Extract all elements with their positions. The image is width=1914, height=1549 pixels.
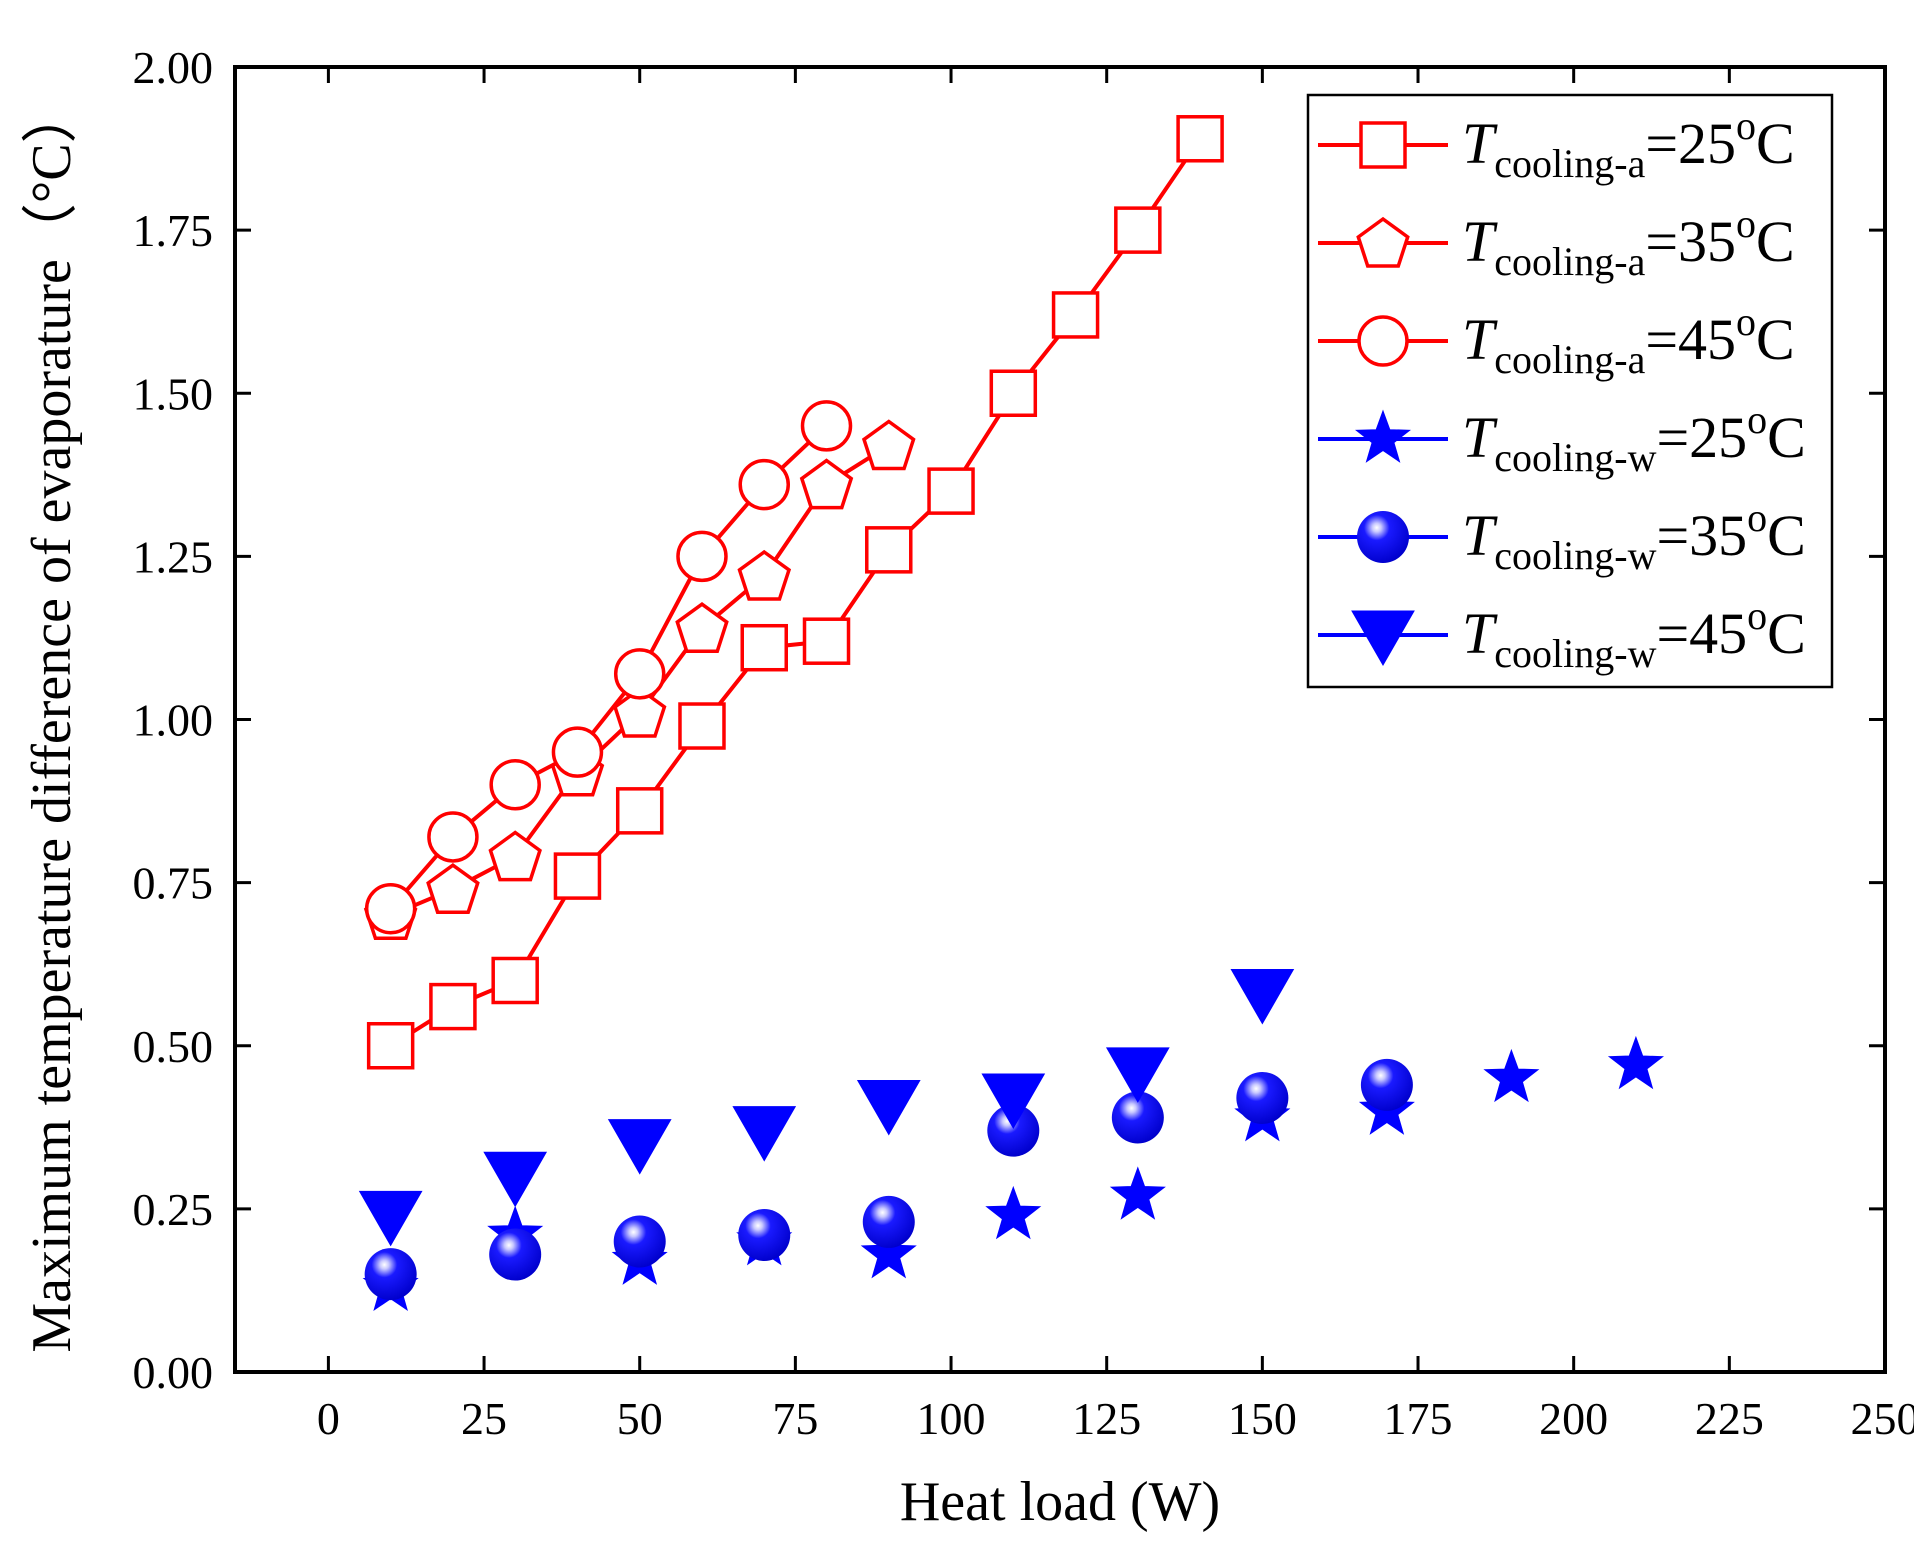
data-point-sphere (1361, 1059, 1413, 1111)
data-point-square (742, 626, 786, 670)
data-point-circle (803, 402, 851, 450)
legend-marker-square (1361, 123, 1405, 167)
data-point-square (805, 619, 849, 663)
x-axis-title: Heat load (W) (900, 1471, 1220, 1533)
legend-marker-circle (1359, 317, 1407, 365)
data-point-triangle-down (1107, 1048, 1169, 1102)
data-point-square (493, 959, 537, 1003)
x-tick-label: 175 (1384, 1393, 1453, 1444)
data-point-square (929, 469, 973, 513)
data-point-square (680, 704, 724, 748)
data-point-triangle-down (609, 1120, 671, 1174)
y-tick-label: 0.50 (133, 1021, 214, 1072)
data-point-sphere (738, 1209, 790, 1261)
data-point-circle (491, 761, 539, 809)
y-tick-labels: 0.00 0.25 0.50 0.75 1.00 1.25 1.50 1.75 2.00 (133, 42, 214, 1398)
y-tick-label: 0.75 (133, 858, 214, 909)
x-tick-label: 0 (317, 1393, 340, 1444)
data-point-sphere (489, 1229, 541, 1281)
data-point-triangle-down (484, 1152, 546, 1206)
y-tick-label: 1.75 (133, 205, 214, 256)
data-point-square (1054, 293, 1098, 337)
data-point-circle (678, 532, 726, 580)
data-point-square (555, 854, 599, 898)
data-point-square (618, 789, 662, 833)
data-point-sphere (614, 1216, 666, 1268)
data-point-circle (616, 650, 664, 698)
data-point-circle (740, 461, 788, 509)
data-point-circle (367, 885, 415, 933)
data-point-star (1485, 1050, 1538, 1101)
x-tick-labels: 0 25 50 75 100 125 150 175 200 225 250 (317, 1393, 1914, 1444)
data-point-sphere (1236, 1072, 1288, 1124)
data-point-sphere (365, 1248, 417, 1300)
y-tick-label: 0.25 (133, 1184, 214, 1235)
y-tick-label: 0.00 (133, 1347, 214, 1398)
data-point-pentagon (802, 461, 851, 508)
x-tick-label: 100 (917, 1393, 986, 1444)
data-point-star (987, 1187, 1040, 1238)
data-point-square (431, 985, 475, 1029)
data-point-sphere (863, 1196, 915, 1248)
x-tick-label: 125 (1072, 1393, 1141, 1444)
series-lines (391, 139, 1200, 1046)
series-line-0 (391, 139, 1200, 1046)
x-tick-label: 250 (1851, 1393, 1914, 1444)
data-point-triangle-down (1231, 970, 1293, 1024)
legend-marker-sphere (1357, 511, 1409, 563)
data-point-square (1116, 208, 1160, 252)
y-tick-label: 1.00 (133, 695, 214, 746)
x-tick-label: 150 (1228, 1393, 1297, 1444)
data-point-circle (429, 813, 477, 861)
data-point-square (1178, 117, 1222, 161)
data-point-pentagon (740, 552, 790, 599)
data-point-star (1111, 1168, 1164, 1219)
y-tick-label: 2.00 (133, 42, 214, 93)
data-point-triangle-down (733, 1107, 795, 1161)
x-tick-label: 200 (1539, 1393, 1608, 1444)
data-point-square (369, 1024, 413, 1068)
data-point-circle (553, 728, 601, 776)
data-point-star (1609, 1037, 1662, 1088)
data-point-pentagon (491, 833, 540, 880)
data-point-square (867, 528, 911, 572)
data-point-pentagon (428, 865, 478, 912)
x-tick-label: 225 (1695, 1393, 1764, 1444)
y-tick-label: 1.50 (133, 368, 214, 419)
x-tick-label: 50 (617, 1393, 663, 1444)
x-tick-label: 75 (772, 1393, 818, 1444)
y-axis-title: Maximum temperature difference of evapor… (21, 87, 83, 1352)
data-point-triangle-down (360, 1191, 422, 1245)
data-point-square (991, 371, 1035, 415)
data-point-triangle-down (858, 1080, 920, 1134)
data-point-pentagon (864, 422, 914, 469)
y-tick-label: 1.25 (133, 531, 214, 582)
x-tick-label: 25 (461, 1393, 507, 1444)
